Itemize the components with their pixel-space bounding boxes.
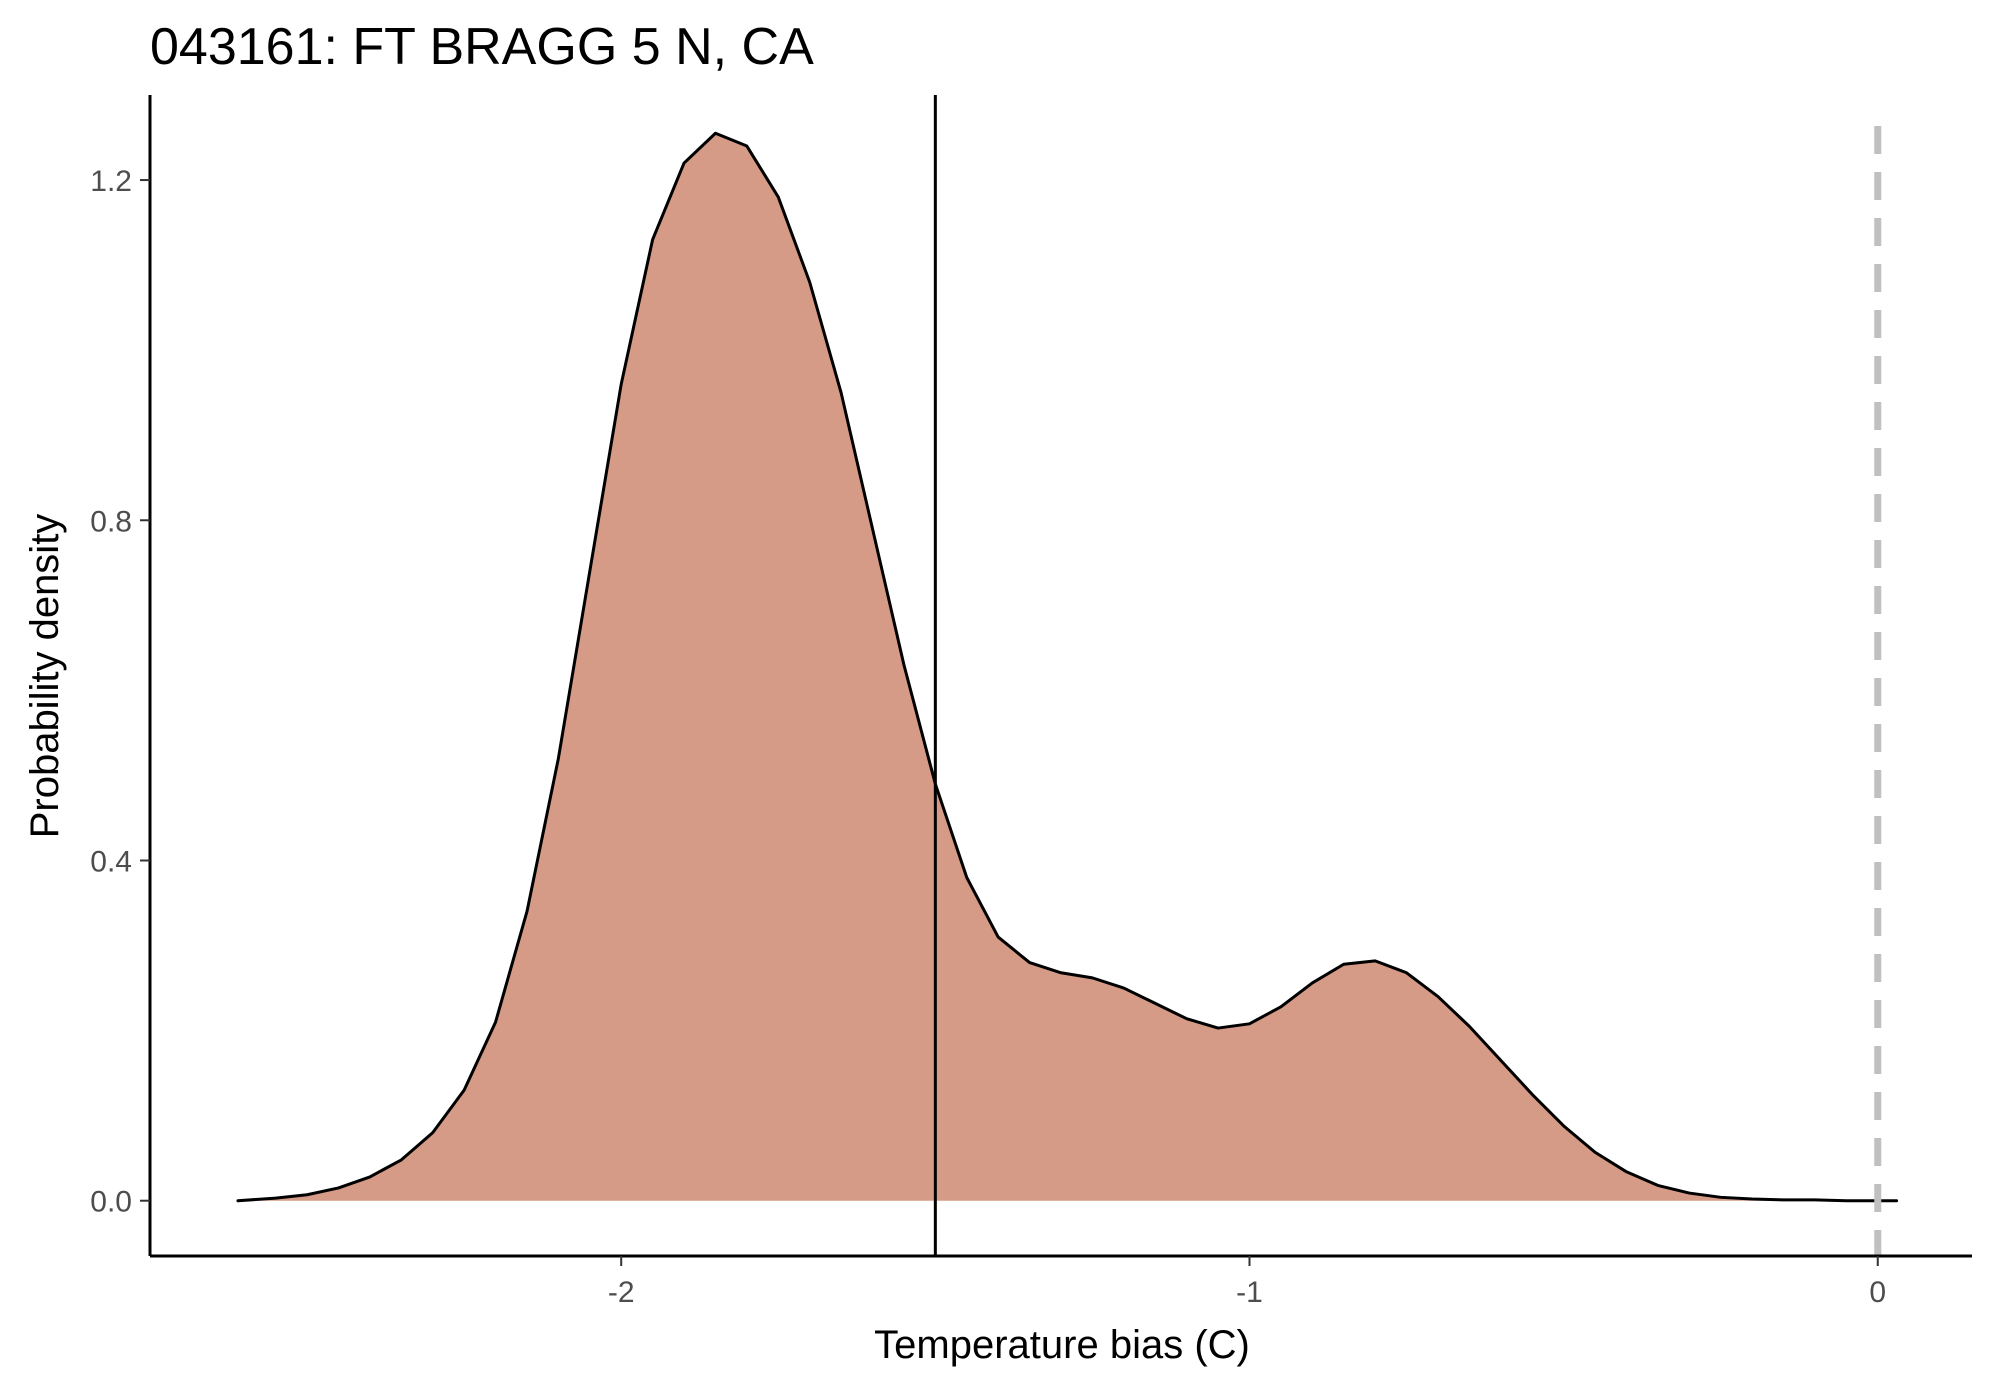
x-tick-label: -1 [1236,1276,1263,1309]
y-tick-label: 0.4 [90,845,132,878]
chart-title: 043161: FT BRAGG 5 N, CA [150,18,814,76]
y-axis-label: Probability density [23,514,67,839]
axes: 0.0 0.4 0.8 1.2 -2 -1 0 [90,95,1972,1309]
y-tick-label: 0.0 [90,1186,132,1219]
x-axis-label: Temperature bias (C) [874,1323,1250,1367]
density-fill-area [237,133,1897,1201]
y-tick-label: 1.2 [90,165,132,198]
y-tick-label: 0.8 [90,505,132,538]
x-tick-label: 0 [1869,1276,1886,1309]
x-tick-label: -2 [608,1276,635,1309]
density-curve [236,131,1899,1203]
plot-area [236,95,1899,1256]
